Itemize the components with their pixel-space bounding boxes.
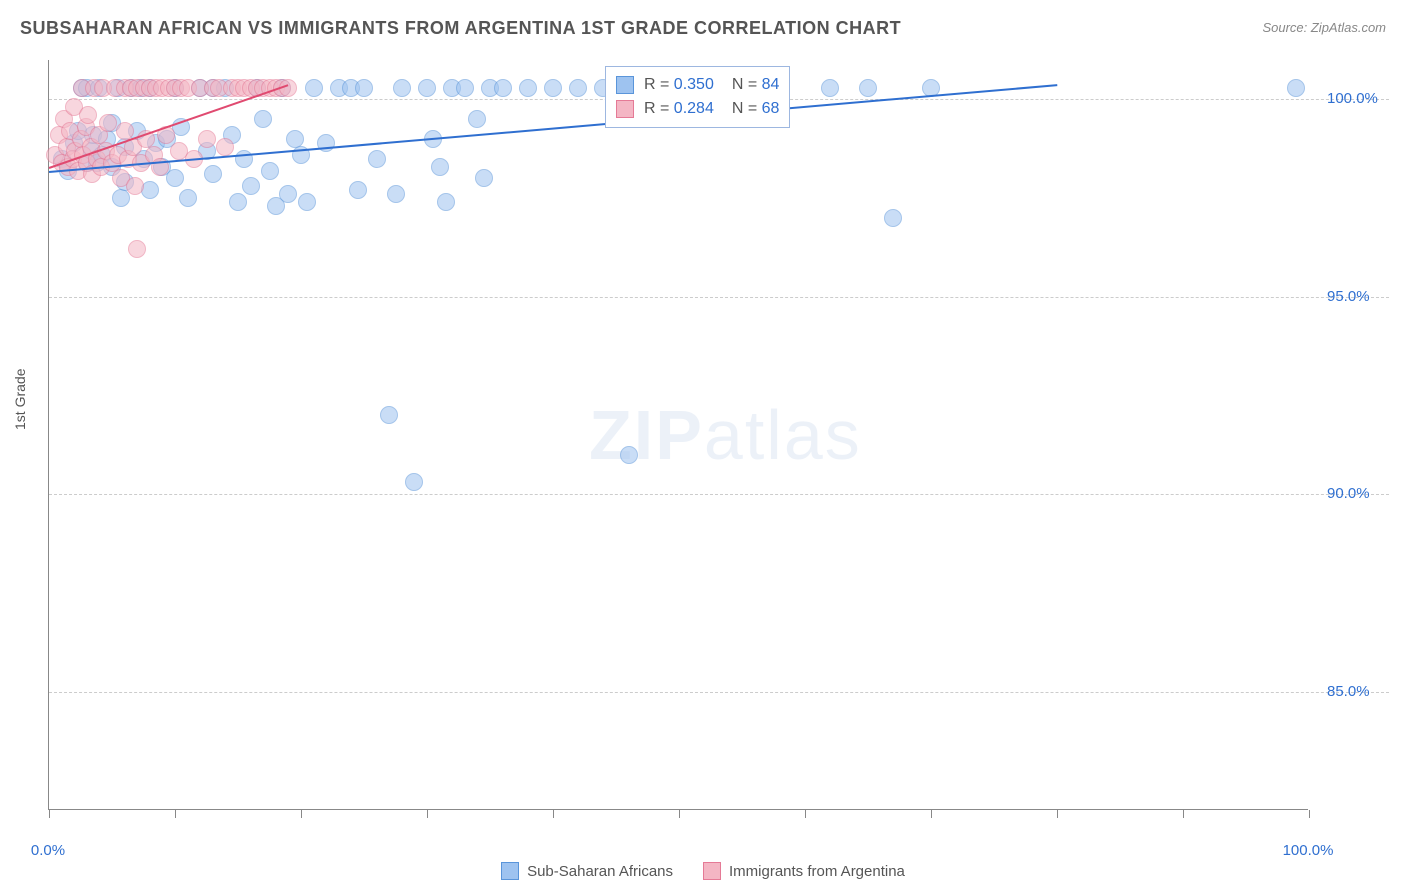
y-tick-label: 90.0% bbox=[1327, 485, 1370, 502]
legend-label: Immigrants from Argentina bbox=[729, 863, 905, 880]
legend: Sub-Saharan Africans Immigrants from Arge… bbox=[0, 862, 1406, 880]
y-tick-label: 95.0% bbox=[1327, 288, 1370, 305]
x-tick-mark bbox=[49, 810, 50, 818]
x-tick-mark bbox=[1057, 810, 1058, 818]
data-point bbox=[216, 138, 234, 156]
data-point bbox=[179, 189, 197, 207]
data-point bbox=[235, 150, 253, 168]
data-point bbox=[380, 406, 398, 424]
data-point bbox=[431, 158, 449, 176]
legend-swatch bbox=[501, 862, 519, 880]
legend-item: Immigrants from Argentina bbox=[703, 862, 905, 880]
data-point bbox=[229, 193, 247, 211]
stat-n-label: N = 84 bbox=[732, 76, 780, 94]
data-point bbox=[242, 177, 260, 195]
x-tick-mark bbox=[1309, 810, 1310, 818]
stat-n-label: N = 68 bbox=[732, 100, 780, 118]
legend-item: Sub-Saharan Africans bbox=[501, 862, 673, 880]
stats-row: R = 0.350 N = 84 bbox=[616, 73, 779, 97]
data-point bbox=[418, 79, 436, 97]
data-point bbox=[261, 162, 279, 180]
legend-swatch bbox=[616, 76, 634, 94]
data-point bbox=[821, 79, 839, 97]
data-point bbox=[166, 169, 184, 187]
data-point bbox=[468, 110, 486, 128]
chart-title: SUBSAHARAN AFRICAN VS IMMIGRANTS FROM AR… bbox=[20, 18, 901, 38]
data-point bbox=[475, 169, 493, 187]
trend-line bbox=[49, 84, 1057, 173]
data-point bbox=[126, 177, 144, 195]
gridline bbox=[49, 692, 1389, 693]
x-tick-mark bbox=[553, 810, 554, 818]
data-point bbox=[884, 209, 902, 227]
y-axis-label: 1st Grade bbox=[12, 369, 28, 430]
data-point bbox=[437, 193, 455, 211]
source-attribution: Source: ZipAtlas.com bbox=[1262, 20, 1386, 35]
data-point bbox=[387, 185, 405, 203]
data-point bbox=[859, 79, 877, 97]
scatter-plot: ZIPatlas 85.0%90.0%95.0%100.0%R = 0.350N… bbox=[48, 60, 1308, 810]
data-point bbox=[198, 130, 216, 148]
data-point bbox=[569, 79, 587, 97]
data-point bbox=[519, 79, 537, 97]
data-point bbox=[305, 79, 323, 97]
x-tick-label: 0.0% bbox=[31, 842, 65, 859]
x-tick-mark bbox=[301, 810, 302, 818]
stats-box: R = 0.350 N = 84 R = 0.284 N = 68 bbox=[605, 66, 790, 128]
stats-row: R = 0.284 N = 68 bbox=[616, 97, 779, 121]
data-point bbox=[254, 110, 272, 128]
data-point bbox=[494, 79, 512, 97]
data-point bbox=[349, 181, 367, 199]
data-point bbox=[355, 79, 373, 97]
data-point bbox=[368, 150, 386, 168]
x-tick-mark bbox=[931, 810, 932, 818]
legend-swatch bbox=[616, 100, 634, 118]
x-tick-mark bbox=[679, 810, 680, 818]
data-point bbox=[298, 193, 316, 211]
data-point bbox=[79, 106, 97, 124]
x-tick-label: 100.0% bbox=[1283, 842, 1334, 859]
data-point bbox=[99, 114, 117, 132]
data-point bbox=[405, 473, 423, 491]
data-point bbox=[204, 165, 222, 183]
data-point bbox=[279, 185, 297, 203]
gridline bbox=[49, 297, 1389, 298]
data-point bbox=[128, 240, 146, 258]
data-point bbox=[1287, 79, 1305, 97]
gridline bbox=[49, 494, 1389, 495]
legend-swatch bbox=[703, 862, 721, 880]
data-point bbox=[544, 79, 562, 97]
stat-r-label: R = 0.350 bbox=[644, 76, 714, 94]
y-tick-label: 100.0% bbox=[1327, 90, 1378, 107]
x-tick-mark bbox=[427, 810, 428, 818]
x-tick-mark bbox=[805, 810, 806, 818]
x-tick-mark bbox=[1183, 810, 1184, 818]
plot-container: ZIPatlas 85.0%90.0%95.0%100.0%R = 0.350N… bbox=[48, 60, 1388, 810]
data-point bbox=[456, 79, 474, 97]
data-point bbox=[620, 446, 638, 464]
stat-r-label: R = 0.284 bbox=[644, 100, 714, 118]
legend-label: Sub-Saharan Africans bbox=[527, 863, 673, 880]
x-tick-mark bbox=[175, 810, 176, 818]
y-tick-label: 85.0% bbox=[1327, 683, 1370, 700]
data-point bbox=[393, 79, 411, 97]
